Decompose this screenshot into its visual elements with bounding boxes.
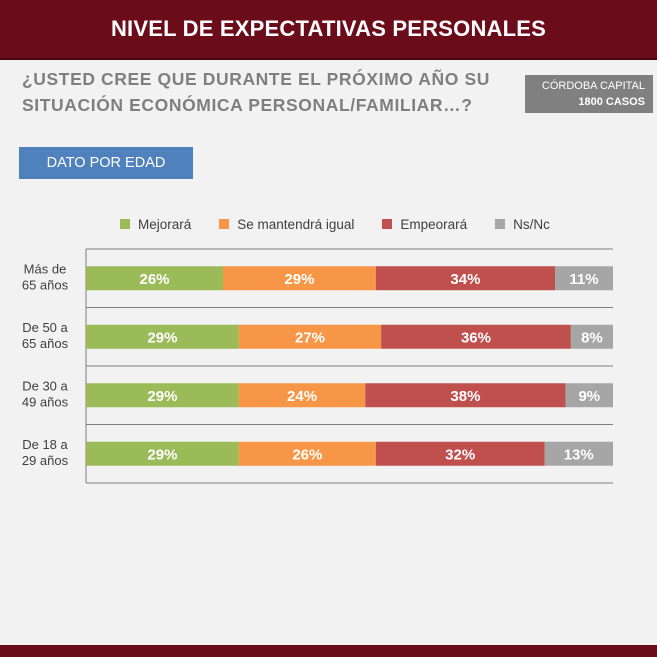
sample-cases: 1800 CASOS	[578, 96, 645, 108]
bar-segment	[238, 441, 376, 466]
bar-segment	[86, 324, 239, 349]
sample-info-badge: CÓRDOBA CAPITAL 1800 CASOS	[525, 75, 653, 113]
data-label: 29%	[284, 271, 314, 288]
legend-swatch	[219, 219, 230, 229]
data-label: 13%	[564, 446, 594, 463]
bar-segment	[544, 441, 613, 466]
bar-segment	[565, 383, 613, 408]
page-header: NIVEL DE EXPECTATIVAS PERSONALES	[0, 0, 657, 60]
bar-segment	[86, 266, 224, 291]
sample-city: CÓRDOBA CAPITAL	[541, 80, 645, 92]
age-filter-button[interactable]: DATO POR EDAD	[19, 147, 193, 179]
category-label: De 50 a 65 años	[22, 320, 69, 351]
legend-swatch	[382, 219, 393, 229]
question-line-2: SITUACIÓN ECONÓMICA PERSONAL/FAMILIAR…?	[22, 95, 473, 115]
chart-legend: Mejorará Se mantendrá igual Empeorará Ns/Nc	[120, 215, 550, 233]
bar-segment	[381, 324, 571, 349]
data-label: 36%	[461, 329, 491, 346]
data-label: 38%	[450, 388, 480, 405]
data-label: 24%	[287, 388, 317, 405]
category-label: Más de 65 años	[22, 261, 69, 292]
bar-segment	[86, 383, 239, 408]
data-label: 29%	[147, 329, 177, 346]
bar-segment	[365, 383, 566, 408]
question-line-1: ¿USTED CREE QUE DURANTE EL PRÓXIMO AÑO S…	[22, 69, 490, 89]
page-title: NIVEL DE EXPECTATIVAS PERSONALES	[110, 16, 547, 41]
bar-segment	[238, 324, 382, 349]
data-label: 29%	[147, 446, 177, 463]
data-label: 32%	[445, 446, 475, 463]
bar-segment	[238, 383, 366, 408]
legend-label: Se mantendrá igual	[237, 216, 355, 232]
data-label: 29%	[147, 388, 177, 405]
age-filter-label: DATO POR EDAD	[46, 155, 166, 171]
bar-segment	[555, 266, 613, 291]
footer-bar	[0, 645, 657, 657]
category-label: De 18 a 29 años	[22, 437, 69, 468]
data-label: 8%	[581, 329, 603, 346]
bar-segment	[223, 266, 376, 291]
survey-question: ¿USTED CREE QUE DURANTE EL PRÓXIMO AÑO S…	[22, 66, 502, 118]
bar-segment	[86, 441, 239, 466]
legend-swatch	[120, 219, 130, 229]
legend-item-2: Se mantendrá igual	[219, 217, 354, 232]
data-label: 9%	[578, 388, 600, 405]
data-label: 27%	[295, 329, 325, 346]
data-label: 26%	[139, 271, 169, 288]
data-label: 34%	[450, 271, 480, 288]
bar-segment	[375, 441, 545, 466]
legend-swatch	[495, 219, 506, 229]
legend-item-1: Mejorará	[120, 217, 191, 232]
legend-label: Empeorará	[400, 216, 468, 232]
category-label: De 30 a 49 años	[22, 378, 69, 409]
legend-label: Ns/Nc	[513, 216, 550, 232]
legend-item-3: Empeorará	[382, 217, 467, 232]
data-label: 11%	[569, 271, 598, 288]
data-label: 26%	[292, 446, 322, 463]
bar-segment	[570, 324, 613, 349]
legend-label: Mejorará	[138, 216, 192, 232]
bar-segment	[375, 266, 556, 291]
legend-item-4: Ns/Nc	[495, 217, 550, 232]
